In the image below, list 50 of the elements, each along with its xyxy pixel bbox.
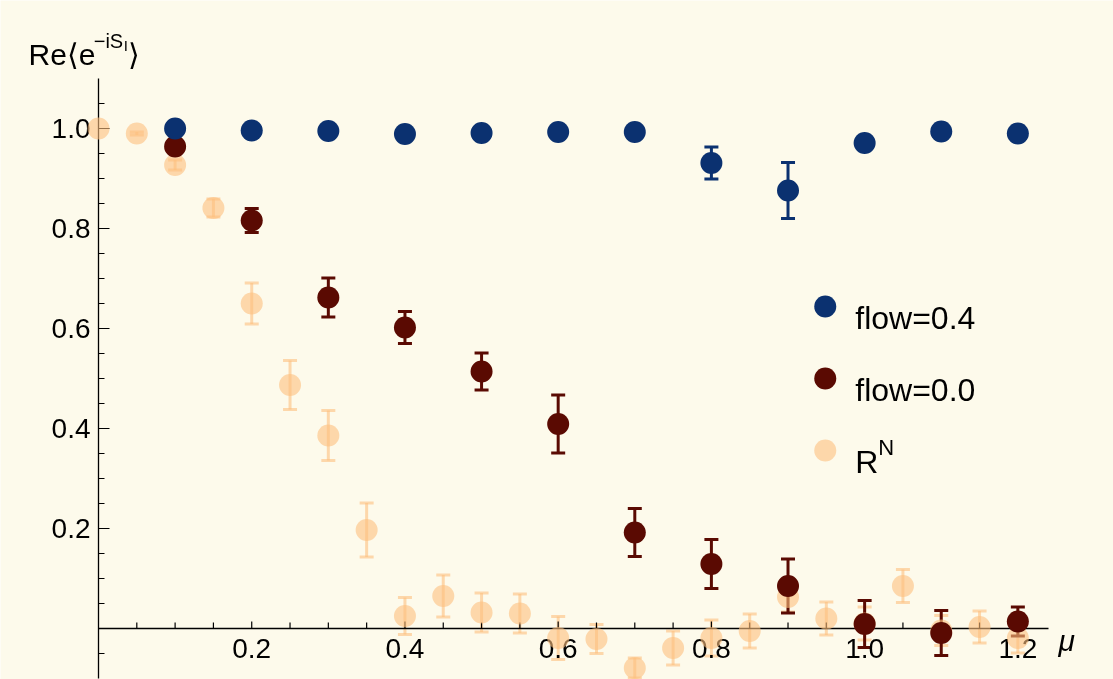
x-tick-label: 0.2 [232, 632, 272, 664]
point [815, 607, 838, 630]
point [547, 121, 570, 143]
point [393, 605, 416, 627]
legend-label: flow=0.4 [855, 299, 976, 336]
point [470, 122, 493, 144]
point [662, 637, 685, 659]
point [317, 424, 340, 447]
x-tick-label: 0.4 [385, 632, 425, 664]
point [393, 316, 416, 339]
point [700, 152, 723, 174]
legend-label: flow=0.0 [855, 371, 976, 408]
point [853, 132, 876, 154]
point [777, 179, 800, 202]
point [240, 119, 263, 142]
point [623, 521, 646, 544]
point [1006, 610, 1029, 633]
x-axis-title: μ [1057, 624, 1075, 657]
point [393, 123, 416, 145]
point [1006, 122, 1029, 145]
point [547, 413, 570, 435]
y-tick-label: 0.6 [51, 313, 91, 344]
point [432, 585, 455, 607]
y-tick-label: 0.4 [51, 413, 91, 444]
y-tick-label: 0.2 [51, 513, 91, 544]
point [968, 616, 991, 638]
x-tick-label: 1.0 [845, 632, 885, 664]
point [240, 292, 263, 315]
point [508, 602, 531, 625]
y-tick-label: 0.8 [51, 213, 91, 244]
point [777, 575, 800, 597]
point [317, 120, 340, 142]
point [930, 120, 953, 143]
x-tick-label: 0.6 [538, 632, 578, 664]
point [355, 519, 378, 541]
point [738, 620, 761, 642]
point [891, 575, 914, 597]
point [164, 135, 187, 158]
point [470, 360, 493, 383]
point [585, 628, 608, 650]
point [317, 286, 340, 309]
point [623, 121, 646, 143]
y-tick-label: 1.0 [51, 113, 91, 144]
point [125, 122, 148, 145]
point [164, 117, 187, 140]
x-tick-label: 1.2 [998, 632, 1038, 664]
point [470, 601, 493, 624]
point [279, 374, 302, 396]
x-tick-label: 0.8 [691, 632, 731, 664]
point [700, 553, 723, 575]
